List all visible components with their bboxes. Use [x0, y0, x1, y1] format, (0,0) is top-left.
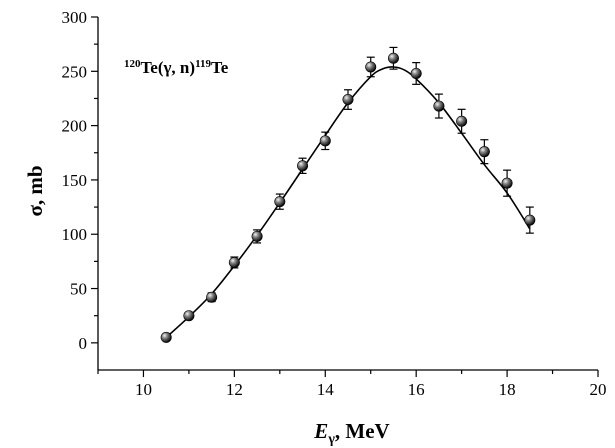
x-tick-label: 20 — [590, 380, 607, 399]
x-ticks: 10 12 14 16 18 20 — [97, 370, 607, 399]
data-point-marker — [387, 52, 399, 64]
data-points — [160, 46, 536, 343]
y-tick-label: 300 — [62, 8, 88, 27]
data-point-marker — [478, 146, 490, 158]
data-point — [501, 169, 513, 197]
data-point-marker — [365, 61, 377, 73]
annotation-reaction: Te(γ, n) — [141, 58, 196, 77]
x-axis-unit: , MeV — [335, 419, 390, 443]
annotation-product: Te — [211, 58, 229, 77]
data-point-marker — [183, 310, 195, 322]
data-point-marker — [274, 196, 286, 208]
x-tick-label: 12 — [226, 380, 243, 399]
x-axis-subscript: γ — [327, 432, 335, 447]
data-point — [410, 62, 422, 85]
data-point-marker — [456, 115, 468, 127]
data-point — [387, 46, 399, 70]
data-point — [319, 131, 331, 151]
data-point — [160, 331, 172, 343]
data-point-marker — [342, 94, 354, 106]
annotation-product-mass: 119 — [195, 58, 211, 70]
y-tick-label: 50 — [70, 280, 87, 299]
axes — [97, 17, 598, 371]
x-axis-symbol: E — [313, 419, 328, 443]
x-tick-label: 18 — [499, 380, 516, 399]
data-point — [433, 93, 445, 119]
annotation-target-mass: 120 — [124, 58, 141, 70]
y-tick-label: 250 — [62, 62, 88, 81]
data-point — [183, 310, 195, 322]
data-point-marker — [319, 135, 331, 147]
data-point — [274, 193, 286, 210]
data-point — [206, 291, 218, 303]
y-tick-label: 0 — [79, 334, 88, 353]
data-point-marker — [206, 291, 218, 303]
data-point — [478, 139, 490, 165]
data-point-marker — [410, 67, 422, 79]
y-tick-label: 200 — [62, 117, 88, 136]
data-point — [524, 206, 536, 234]
reaction-annotation: 120Te(γ, n)119Te — [124, 58, 229, 77]
data-point-marker — [433, 100, 445, 112]
data-point-marker — [160, 331, 172, 343]
x-tick-label: 10 — [135, 380, 152, 399]
x-tick-label: 16 — [408, 380, 425, 399]
data-point — [297, 157, 309, 175]
y-tick-label: 150 — [62, 171, 88, 190]
data-point — [365, 56, 377, 78]
data-point — [342, 89, 354, 110]
data-point — [251, 229, 263, 244]
y-axis-title: σ, mb — [23, 165, 47, 216]
data-point-marker — [251, 230, 263, 242]
data-point — [228, 256, 240, 269]
data-point-marker — [501, 177, 513, 189]
y-ticks: 0 50 100 150 200 250 300 — [62, 8, 98, 353]
data-point-marker — [524, 214, 536, 226]
data-point-marker — [297, 160, 309, 172]
x-axis-title: Eγ, MeV — [313, 419, 389, 447]
data-point-marker — [228, 256, 240, 268]
x-tick-label: 14 — [317, 380, 335, 399]
data-point — [456, 108, 468, 134]
y-tick-label: 100 — [62, 225, 88, 244]
